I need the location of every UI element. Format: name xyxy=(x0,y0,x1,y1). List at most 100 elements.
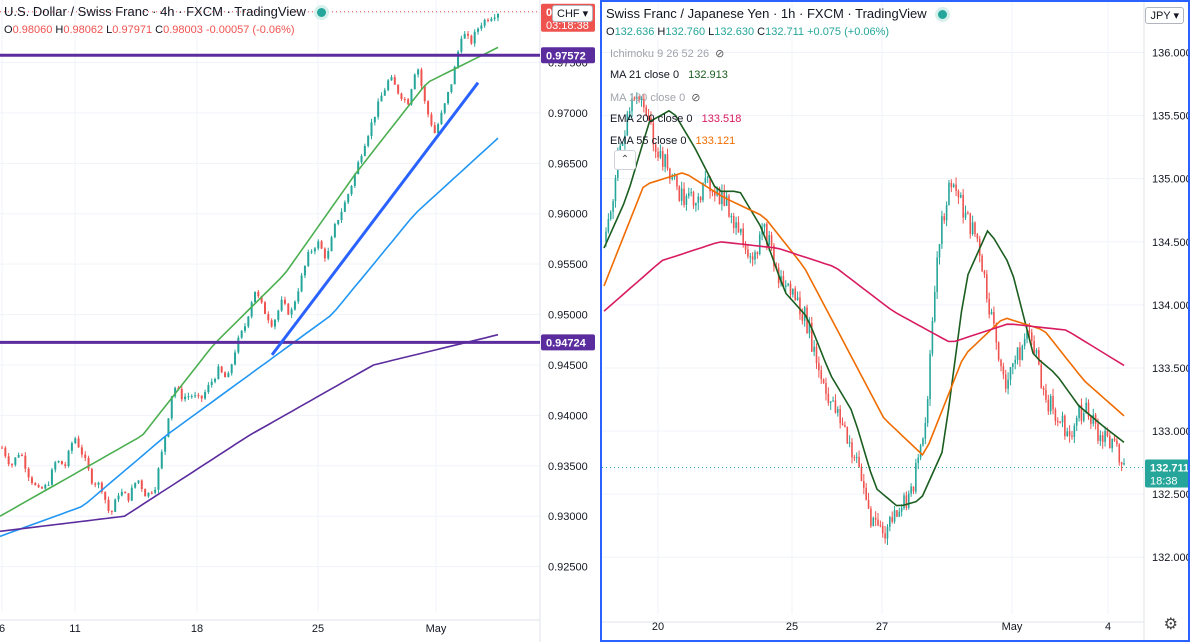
candle-body xyxy=(110,510,113,512)
candle-body xyxy=(971,222,974,235)
indicator-legend-item[interactable]: EMA 55 close 0 133.121 xyxy=(610,135,735,147)
candle-body xyxy=(387,80,390,91)
candle-body xyxy=(253,291,256,303)
candle-body xyxy=(917,457,920,464)
candle-body xyxy=(810,322,813,352)
hidden-eye-icon[interactable]: ⊘ xyxy=(715,48,725,60)
price-tag xyxy=(1145,459,1188,488)
price-tick-label: 134.000 xyxy=(1152,300,1188,312)
right-chart-svg[interactable]: 136.000 135.500 135.000 134.500 134.000 133.5… xyxy=(602,2,1188,640)
candle-body xyxy=(60,461,63,465)
candle-body xyxy=(257,291,260,297)
price-tick-label: 0.92500 xyxy=(548,562,588,574)
candle-body xyxy=(353,174,356,186)
candle-body xyxy=(673,175,676,178)
candle-body xyxy=(147,492,150,497)
candle-body xyxy=(1071,435,1073,437)
indicator-legend-item[interactable]: EMA 200 close 0 133.518 xyxy=(610,113,741,125)
candle-body xyxy=(174,387,177,397)
candle-body xyxy=(806,307,808,334)
candle-body xyxy=(763,223,766,228)
candle-body xyxy=(1002,366,1005,375)
candle-body xyxy=(20,454,23,456)
candle-body xyxy=(626,113,629,136)
candle-body xyxy=(490,18,493,21)
price-tag-value: 132.711 xyxy=(1150,462,1188,474)
candle-body xyxy=(290,309,293,315)
indicator-legend-item[interactable]: Ichimoku 9 26 52 26 ⊘ xyxy=(610,47,724,60)
candle-body xyxy=(695,202,697,206)
collapse-legend-button[interactable]: ⌃ xyxy=(614,150,636,170)
candle-body xyxy=(1090,416,1092,424)
price-tick-label: 135.500 xyxy=(1152,111,1188,123)
candle-body xyxy=(815,346,818,364)
left-chart-svg[interactable]: 0.980000.975000.970000.965000.960000.955… xyxy=(0,0,598,642)
candle-body xyxy=(347,194,350,203)
candle-body xyxy=(407,99,410,105)
indicator-legend-item[interactable]: MA 100 close 0 ⊘ xyxy=(610,91,700,104)
left-currency-button[interactable]: CHF ▾ xyxy=(552,5,594,22)
trendline xyxy=(270,81,480,356)
candle-body xyxy=(706,176,709,178)
price-tick-label: 0.95000 xyxy=(548,310,588,322)
candle-body xyxy=(967,212,969,214)
candle-body xyxy=(224,372,227,378)
candle-body xyxy=(659,151,662,158)
candle-body xyxy=(808,322,811,334)
candle-body xyxy=(450,84,453,92)
price-tick-label: 0.93500 xyxy=(548,461,588,473)
candle-body xyxy=(40,487,43,489)
candle-body xyxy=(1101,435,1104,442)
candle-body xyxy=(995,323,998,343)
hidden-eye-icon[interactable]: ⊘ xyxy=(691,92,701,104)
candle-body xyxy=(204,392,207,399)
candle-body xyxy=(770,235,773,246)
candle-body xyxy=(732,216,735,229)
candle-body xyxy=(872,517,875,527)
price-tick-label: 134.500 xyxy=(1152,237,1188,249)
candle-body xyxy=(127,493,130,501)
candle-body xyxy=(330,237,333,252)
price-tag-value: 0.94724 xyxy=(546,337,587,349)
candle-body xyxy=(955,184,957,191)
left-chart-pane[interactable]: 0.980000.975000.970000.965000.960000.955… xyxy=(0,0,598,642)
indicator-legend-item[interactable]: MA 21 close 0 132.913 xyxy=(610,69,728,81)
right-symbol: Swiss Franc / Japanese Yen xyxy=(606,6,770,21)
candle-body xyxy=(1106,430,1109,437)
candle-body xyxy=(1033,340,1035,354)
candle-body xyxy=(393,77,396,85)
candle-body xyxy=(829,401,832,403)
candle-body xyxy=(988,298,990,315)
right-chart-header: Swiss Franc / Japanese Yen · 1h · FXCM ·… xyxy=(606,6,948,21)
candle-body xyxy=(976,234,979,239)
candle-body xyxy=(10,464,13,466)
candle-body xyxy=(94,483,97,485)
candle-body xyxy=(839,409,841,424)
candle-body xyxy=(77,438,80,448)
candle-body xyxy=(820,370,823,380)
time-tick-label: 18 xyxy=(191,623,203,635)
candle-body xyxy=(27,468,30,478)
candle-body xyxy=(90,468,93,484)
candle-body xyxy=(744,244,747,250)
candle-body xyxy=(273,319,276,327)
candle-body xyxy=(959,194,962,198)
price-tag xyxy=(541,334,595,351)
candle-body xyxy=(167,418,170,437)
candle-body xyxy=(827,393,830,403)
candle-body xyxy=(227,373,230,378)
candle-body xyxy=(180,388,183,400)
candle-body xyxy=(164,436,167,452)
candle-body xyxy=(80,447,83,455)
candle-body xyxy=(403,98,406,100)
candle-body xyxy=(974,222,976,235)
gear-icon[interactable]: ⚙ xyxy=(1163,616,1178,633)
candle-body xyxy=(117,495,120,500)
candle-body xyxy=(310,251,313,253)
candle-body xyxy=(728,195,730,217)
right-chart-pane[interactable]: 136.000 135.500 135.000 134.500 134.000 133.5… xyxy=(600,0,1190,642)
moving-average-line xyxy=(0,333,499,533)
candle-body xyxy=(941,216,943,245)
right-currency-button[interactable]: JPY ▾ xyxy=(1145,7,1184,24)
candle-body xyxy=(4,447,7,457)
